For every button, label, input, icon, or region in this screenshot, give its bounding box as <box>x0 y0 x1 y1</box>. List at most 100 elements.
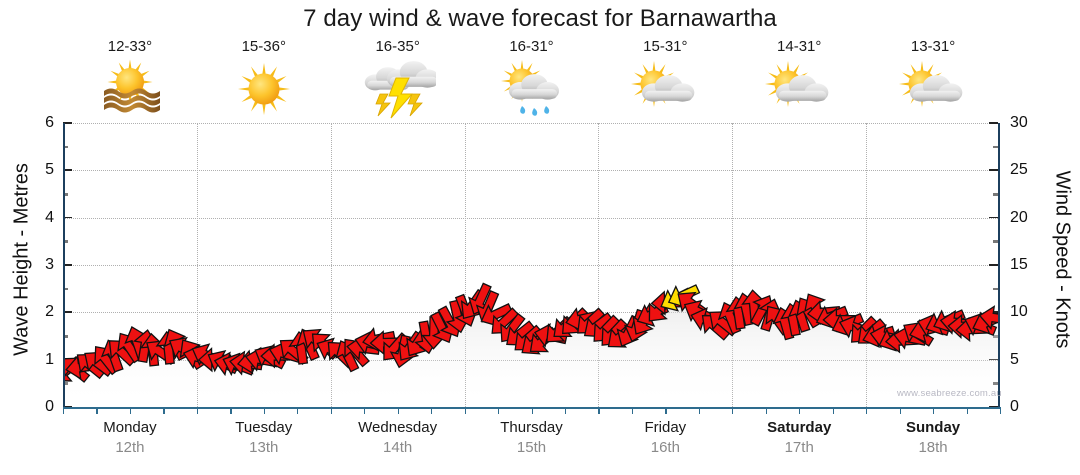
gridline-day-divider <box>464 123 466 407</box>
x-axis-tick <box>230 407 232 414</box>
day-temperature-range: 15-36° <box>241 38 286 55</box>
axis-tick-major <box>989 169 998 172</box>
axis-tick-minor <box>63 145 68 149</box>
day-date: 13th <box>249 439 279 456</box>
y-axis-tick-label-left: 3 <box>45 256 54 273</box>
day-name: Sunday <box>905 419 961 436</box>
day-label-wednesday: Wednesday 14th <box>328 418 468 470</box>
y-axis-tick-label-right: 10 <box>1010 303 1028 321</box>
y-axis-tick-label-right: 5 <box>1010 350 1019 368</box>
sun-cloud-icon <box>761 58 837 120</box>
axis-tick-minor <box>993 287 998 291</box>
x-axis-tick <box>631 407 634 414</box>
axis-line-left <box>63 123 65 407</box>
x-axis-tick <box>832 407 834 414</box>
day-header-sunday: 13-31° <box>873 38 993 126</box>
day-header-monday: 12-33° <box>70 38 190 126</box>
y-axis-title-right: Wind Speed - Knots <box>1051 170 1074 349</box>
y-axis-tick-label-right: 20 <box>1010 208 1028 226</box>
x-axis-tick <box>63 407 65 414</box>
day-label-tuesday: Tuesday 13th <box>194 418 334 470</box>
day-name: Tuesday <box>235 419 293 436</box>
x-axis-tick <box>732 407 734 414</box>
gridline-day-divider <box>330 123 332 407</box>
x-axis-tick <box>866 407 868 414</box>
sun-cloud-icon <box>627 58 703 120</box>
x-axis-tick <box>598 407 600 414</box>
day-temperature-range: 16-35° <box>375 38 420 55</box>
axis-tick-minor <box>993 145 998 149</box>
y-axis-tick-label-right: 15 <box>1010 256 1028 273</box>
x-axis-tick <box>196 407 199 414</box>
day-name: Monday <box>103 419 157 436</box>
gridline-day-divider <box>732 123 734 407</box>
x-axis-tick <box>96 407 98 414</box>
axis-tick-major <box>989 216 998 219</box>
axis-tick-major <box>63 122 72 124</box>
axis-tick-major <box>63 311 72 314</box>
day-temperature-range: 15-31° <box>643 38 688 55</box>
day-temperature-range: 16-31° <box>509 38 554 55</box>
x-axis-tick <box>330 407 332 414</box>
y-axis-tick-label-right: 25 <box>1010 161 1028 179</box>
day-name: Friday <box>644 419 687 436</box>
axis-tick-minor <box>63 287 68 291</box>
day-label-monday: Monday 12th <box>60 418 200 470</box>
day-header-thursday: 16-31° <box>472 38 592 126</box>
x-axis-tick <box>899 407 901 414</box>
watermark: www.seabreeze.com.au <box>897 388 1002 399</box>
sun-cloud-icon <box>895 58 971 120</box>
gridline-horizontal <box>63 265 1000 266</box>
x-axis-tick <box>531 407 533 414</box>
day-header-tuesday: 15-36° <box>204 38 324 126</box>
y-axis-tick-label-left: 5 <box>45 161 54 179</box>
x-axis-tick <box>129 407 132 414</box>
day-name: Wednesday <box>358 419 438 436</box>
y-axis-tick-label-left: 2 <box>45 303 54 321</box>
day-label-saturday: Saturday 17th <box>729 418 869 470</box>
x-axis-tick <box>698 407 700 414</box>
axis-tick-minor <box>993 240 998 243</box>
day-header-wednesday: 16-35° <box>338 38 458 126</box>
y-axis-tick-label-left: 6 <box>45 114 54 131</box>
x-axis-tick <box>933 407 935 414</box>
y-axis-tick-label-left: 1 <box>45 350 54 368</box>
gridline-horizontal <box>63 170 1000 172</box>
x-axis-tick <box>364 407 366 414</box>
day-temperature-range: 14-31° <box>777 38 822 55</box>
axis-tick-major <box>63 216 72 219</box>
gridline-day-divider <box>866 123 868 407</box>
axis-tick-minor <box>63 335 68 338</box>
axis-tick-minor <box>63 240 68 243</box>
x-axis-tick <box>464 407 466 414</box>
day-header-friday: 15-31° <box>605 38 725 126</box>
axis-tick-major <box>63 264 72 266</box>
plot-area[interactable] <box>63 122 1002 414</box>
x-axis-tick <box>431 407 433 414</box>
x-axis-tick <box>163 407 165 414</box>
sun-haze-icon <box>92 58 168 120</box>
y-axis-tick-label-right: 0 <box>1010 398 1019 415</box>
x-axis-tick <box>799 407 801 414</box>
x-axis-tick <box>1000 407 1002 414</box>
axis-tick-minor <box>993 193 998 196</box>
y-axis-tick-label-right: 30 <box>1010 114 1028 131</box>
day-date: 18th <box>918 439 948 456</box>
day-date: 14th <box>383 439 413 456</box>
axis-line-right <box>998 123 1000 407</box>
x-axis-tick <box>966 407 968 414</box>
day-temperature-range: 12-33° <box>107 38 153 55</box>
wind-arrow-series <box>63 282 1000 383</box>
day-header-saturday: 14-31° <box>739 38 859 126</box>
day-date: 17th <box>784 439 814 456</box>
axis-tick-major <box>989 264 998 266</box>
day-temperature-range: 13-31° <box>910 38 956 55</box>
sun-cloud-rain-icon <box>494 58 570 120</box>
x-axis-tick <box>564 407 567 414</box>
gridline-day-divider <box>196 123 198 407</box>
day-label-thursday: Thursday 15th <box>462 418 602 470</box>
y-axis-tick-label-left: 0 <box>45 398 54 415</box>
x-axis-tick <box>498 407 500 414</box>
day-name: Thursday <box>500 419 563 436</box>
